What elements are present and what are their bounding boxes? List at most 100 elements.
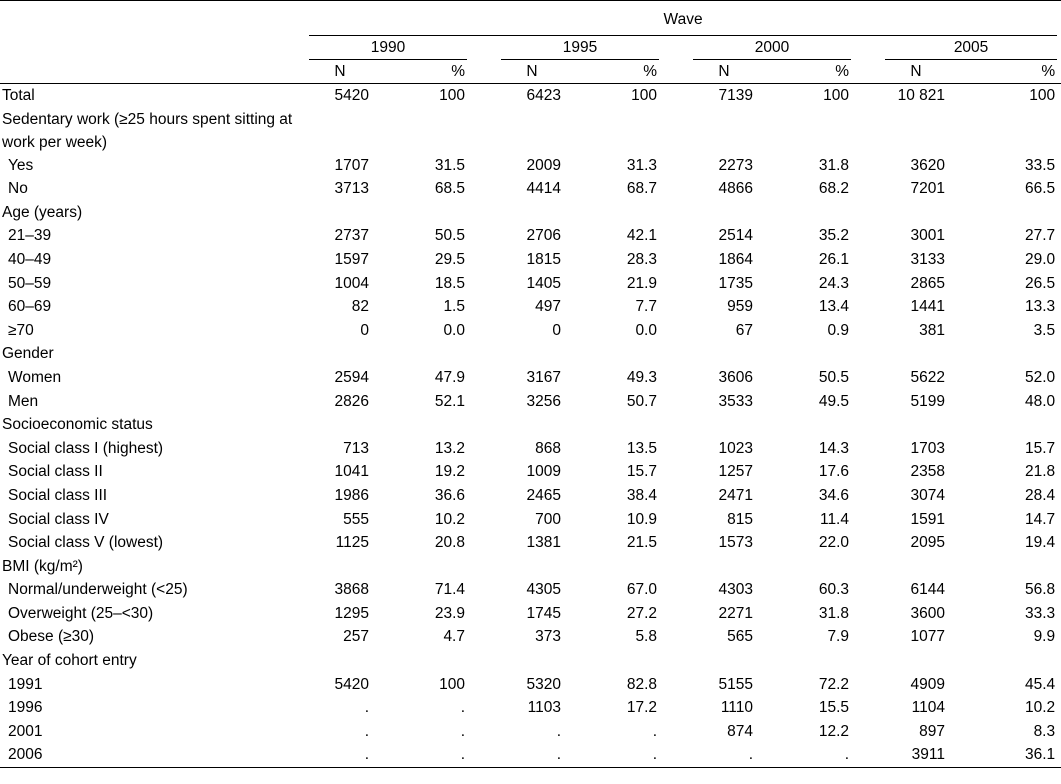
cell-pct: . [567, 743, 663, 769]
cell-pct: 27.7 [1024, 227, 1056, 245]
cell-n: 1009 [526, 463, 561, 481]
cell-n: . [364, 699, 369, 717]
table-row: Social class II 1041 19.2 1009 15.7 1257 17.6 2… [0, 460, 1061, 484]
cell-pct [375, 555, 471, 579]
cell-n: 868 [535, 439, 561, 457]
cell-n [689, 201, 759, 225]
cell-n: 1591 [910, 510, 945, 528]
header-blank [0, 36, 305, 60]
cell-pct [375, 108, 471, 154]
row-label: Age (years) [2, 203, 83, 221]
gap [855, 366, 881, 390]
cell-n [305, 555, 375, 579]
cell-pct [567, 201, 663, 225]
cell-n: 2594 [334, 368, 369, 386]
table-row: Yes 1707 31.5 2009 31.3 2273 31.8 3620 33.5 [0, 154, 1061, 178]
gap [471, 295, 497, 319]
gap [663, 649, 689, 673]
cell-n [881, 649, 951, 673]
year-header-row: 1990 1995 2000 2005 [0, 36, 1061, 60]
year-label: 1990 [370, 39, 406, 56]
gap [855, 555, 881, 579]
cell-pct: 0.0 [443, 321, 465, 339]
gap [663, 154, 689, 178]
cell-n [881, 108, 951, 154]
cell-pct: 23.9 [434, 604, 465, 622]
cell-pct: 29.5 [434, 250, 465, 268]
year-header: 1990 [305, 36, 471, 60]
cell-pct: 22.0 [818, 534, 849, 552]
cell-pct: 82.8 [626, 675, 657, 693]
gap [471, 272, 497, 296]
header-blank [0, 0, 305, 36]
cell-n: 5199 [910, 392, 945, 410]
cell-n [305, 649, 375, 673]
gap [663, 342, 689, 366]
table-section-row: BMI (kg/m²) [0, 555, 1061, 579]
cell-n: 6144 [910, 581, 945, 599]
table-row: 2006...... 3911 36.1 [0, 743, 1061, 769]
cell-n: 1004 [334, 274, 369, 292]
cell-n: 7201 [910, 180, 945, 198]
cell-pct: 7.7 [635, 298, 657, 316]
cell-n: . [364, 722, 369, 740]
table-row: Overweight (25–<30) 1295 23.9 1745 27.2 2271 3… [0, 602, 1061, 626]
cell-n: 4303 [718, 581, 753, 599]
gap [663, 696, 689, 720]
cell-n [881, 342, 951, 366]
cell-n: 815 [727, 510, 753, 528]
cell-pct: 36.6 [434, 486, 465, 504]
gap [471, 625, 497, 649]
gap [663, 508, 689, 532]
cell-n: 5155 [718, 675, 753, 693]
gap [663, 743, 689, 769]
row-label: Social class IV [8, 510, 109, 528]
cell-pct: 38.4 [626, 486, 657, 504]
cell-n [689, 108, 759, 154]
cell-n: 713 [343, 439, 369, 457]
cell-pct: 14.3 [818, 439, 849, 457]
cell-pct: 50.5 [434, 227, 465, 245]
cell-n [881, 413, 951, 437]
gap [471, 484, 497, 508]
cell-n: 2826 [334, 392, 369, 410]
row-label: Obese (≥30) [8, 628, 95, 646]
gap [855, 248, 881, 272]
gap [855, 484, 881, 508]
cell-pct: 10.2 [434, 510, 465, 528]
cell-n [497, 108, 567, 154]
cell-n: 1597 [334, 250, 369, 268]
table-row: Women 2594 47.9 3167 49.3 3606 50.5 5622 52.0 [0, 366, 1061, 390]
cell-n: 381 [919, 321, 945, 339]
gap [663, 555, 689, 579]
row-label: Total [2, 87, 35, 104]
cell-n: 4866 [718, 180, 753, 198]
cell-n: 1707 [334, 156, 369, 174]
row-label: 60–69 [8, 298, 52, 316]
gap [471, 60, 497, 84]
cell-n: 4909 [910, 675, 945, 693]
gap [855, 108, 881, 154]
row-label: Yes [8, 156, 34, 174]
cell-pct: 5.8 [635, 628, 657, 646]
n-header: N [881, 60, 951, 84]
gap [471, 508, 497, 532]
row-label: Men [8, 392, 39, 410]
cell-pct: 1.5 [443, 298, 465, 316]
gap [663, 295, 689, 319]
row-label: Year of cohort entry [2, 652, 137, 670]
cell-n: 3133 [910, 250, 945, 268]
n-header: N [305, 60, 375, 84]
cell-pct [951, 649, 1061, 673]
cell-n: 565 [727, 628, 753, 646]
gap [663, 248, 689, 272]
cell-pct: 0.9 [827, 321, 849, 339]
cell-pct: 0.0 [635, 321, 657, 339]
cell-n: 2095 [910, 534, 945, 552]
cell-n [305, 201, 375, 225]
cell-pct: 10.9 [626, 510, 657, 528]
gap [663, 201, 689, 225]
gap [855, 319, 881, 343]
row-label: Social class II [8, 463, 103, 481]
table-row: 2001.... 874 12.2 897 8.3 [0, 720, 1061, 744]
